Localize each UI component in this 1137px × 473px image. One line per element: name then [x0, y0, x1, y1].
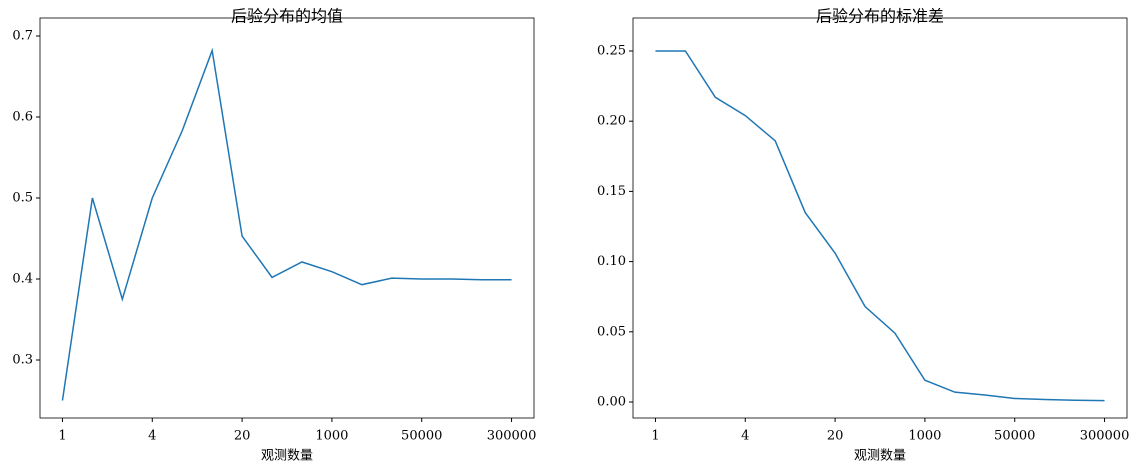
- axes-frame: [39, 17, 535, 419]
- chart-title: 后验分布的标准差: [816, 7, 944, 26]
- y-tick-label: 0.25: [597, 43, 626, 58]
- x-tick-label: 300000: [1080, 429, 1130, 444]
- y-tick-label: 0.5: [12, 190, 33, 205]
- x-tick-label: 50000: [994, 429, 1035, 444]
- x-axis-label: 观测数量: [261, 449, 313, 464]
- y-tick-label: 0.4: [12, 271, 33, 286]
- x-tick-label: 1000: [908, 429, 941, 444]
- x-axis-label: 观测数量: [854, 449, 906, 464]
- y-tick-label: 0.7: [12, 28, 33, 43]
- y-tick-label: 0.6: [12, 109, 33, 124]
- y-tick-label: 0.20: [597, 114, 626, 129]
- chart-title: 后验分布的均值: [231, 7, 343, 26]
- x-tick-label: 1000: [315, 429, 348, 444]
- x-tick-label: 20: [234, 429, 251, 444]
- line: [655, 50, 1105, 402]
- y-tick-label: 0.05: [597, 324, 626, 339]
- x-tick-label: 50000: [401, 429, 442, 444]
- y-tick-label: 0.15: [597, 184, 626, 199]
- y-tick-label: 0.10: [597, 254, 626, 269]
- x-tick-label: 1: [58, 429, 66, 444]
- axes-frame: [632, 17, 1128, 419]
- y-tick-label: 0.3: [12, 353, 33, 368]
- x-tick-label: 300000: [487, 429, 537, 444]
- line: [61, 47, 512, 401]
- x-tick-label: 1: [651, 429, 659, 444]
- x-tick-label: 20: [827, 429, 844, 444]
- y-tick-label: 0.00: [597, 394, 626, 409]
- x-tick-label: 4: [148, 429, 156, 444]
- x-tick-label: 4: [741, 429, 749, 444]
